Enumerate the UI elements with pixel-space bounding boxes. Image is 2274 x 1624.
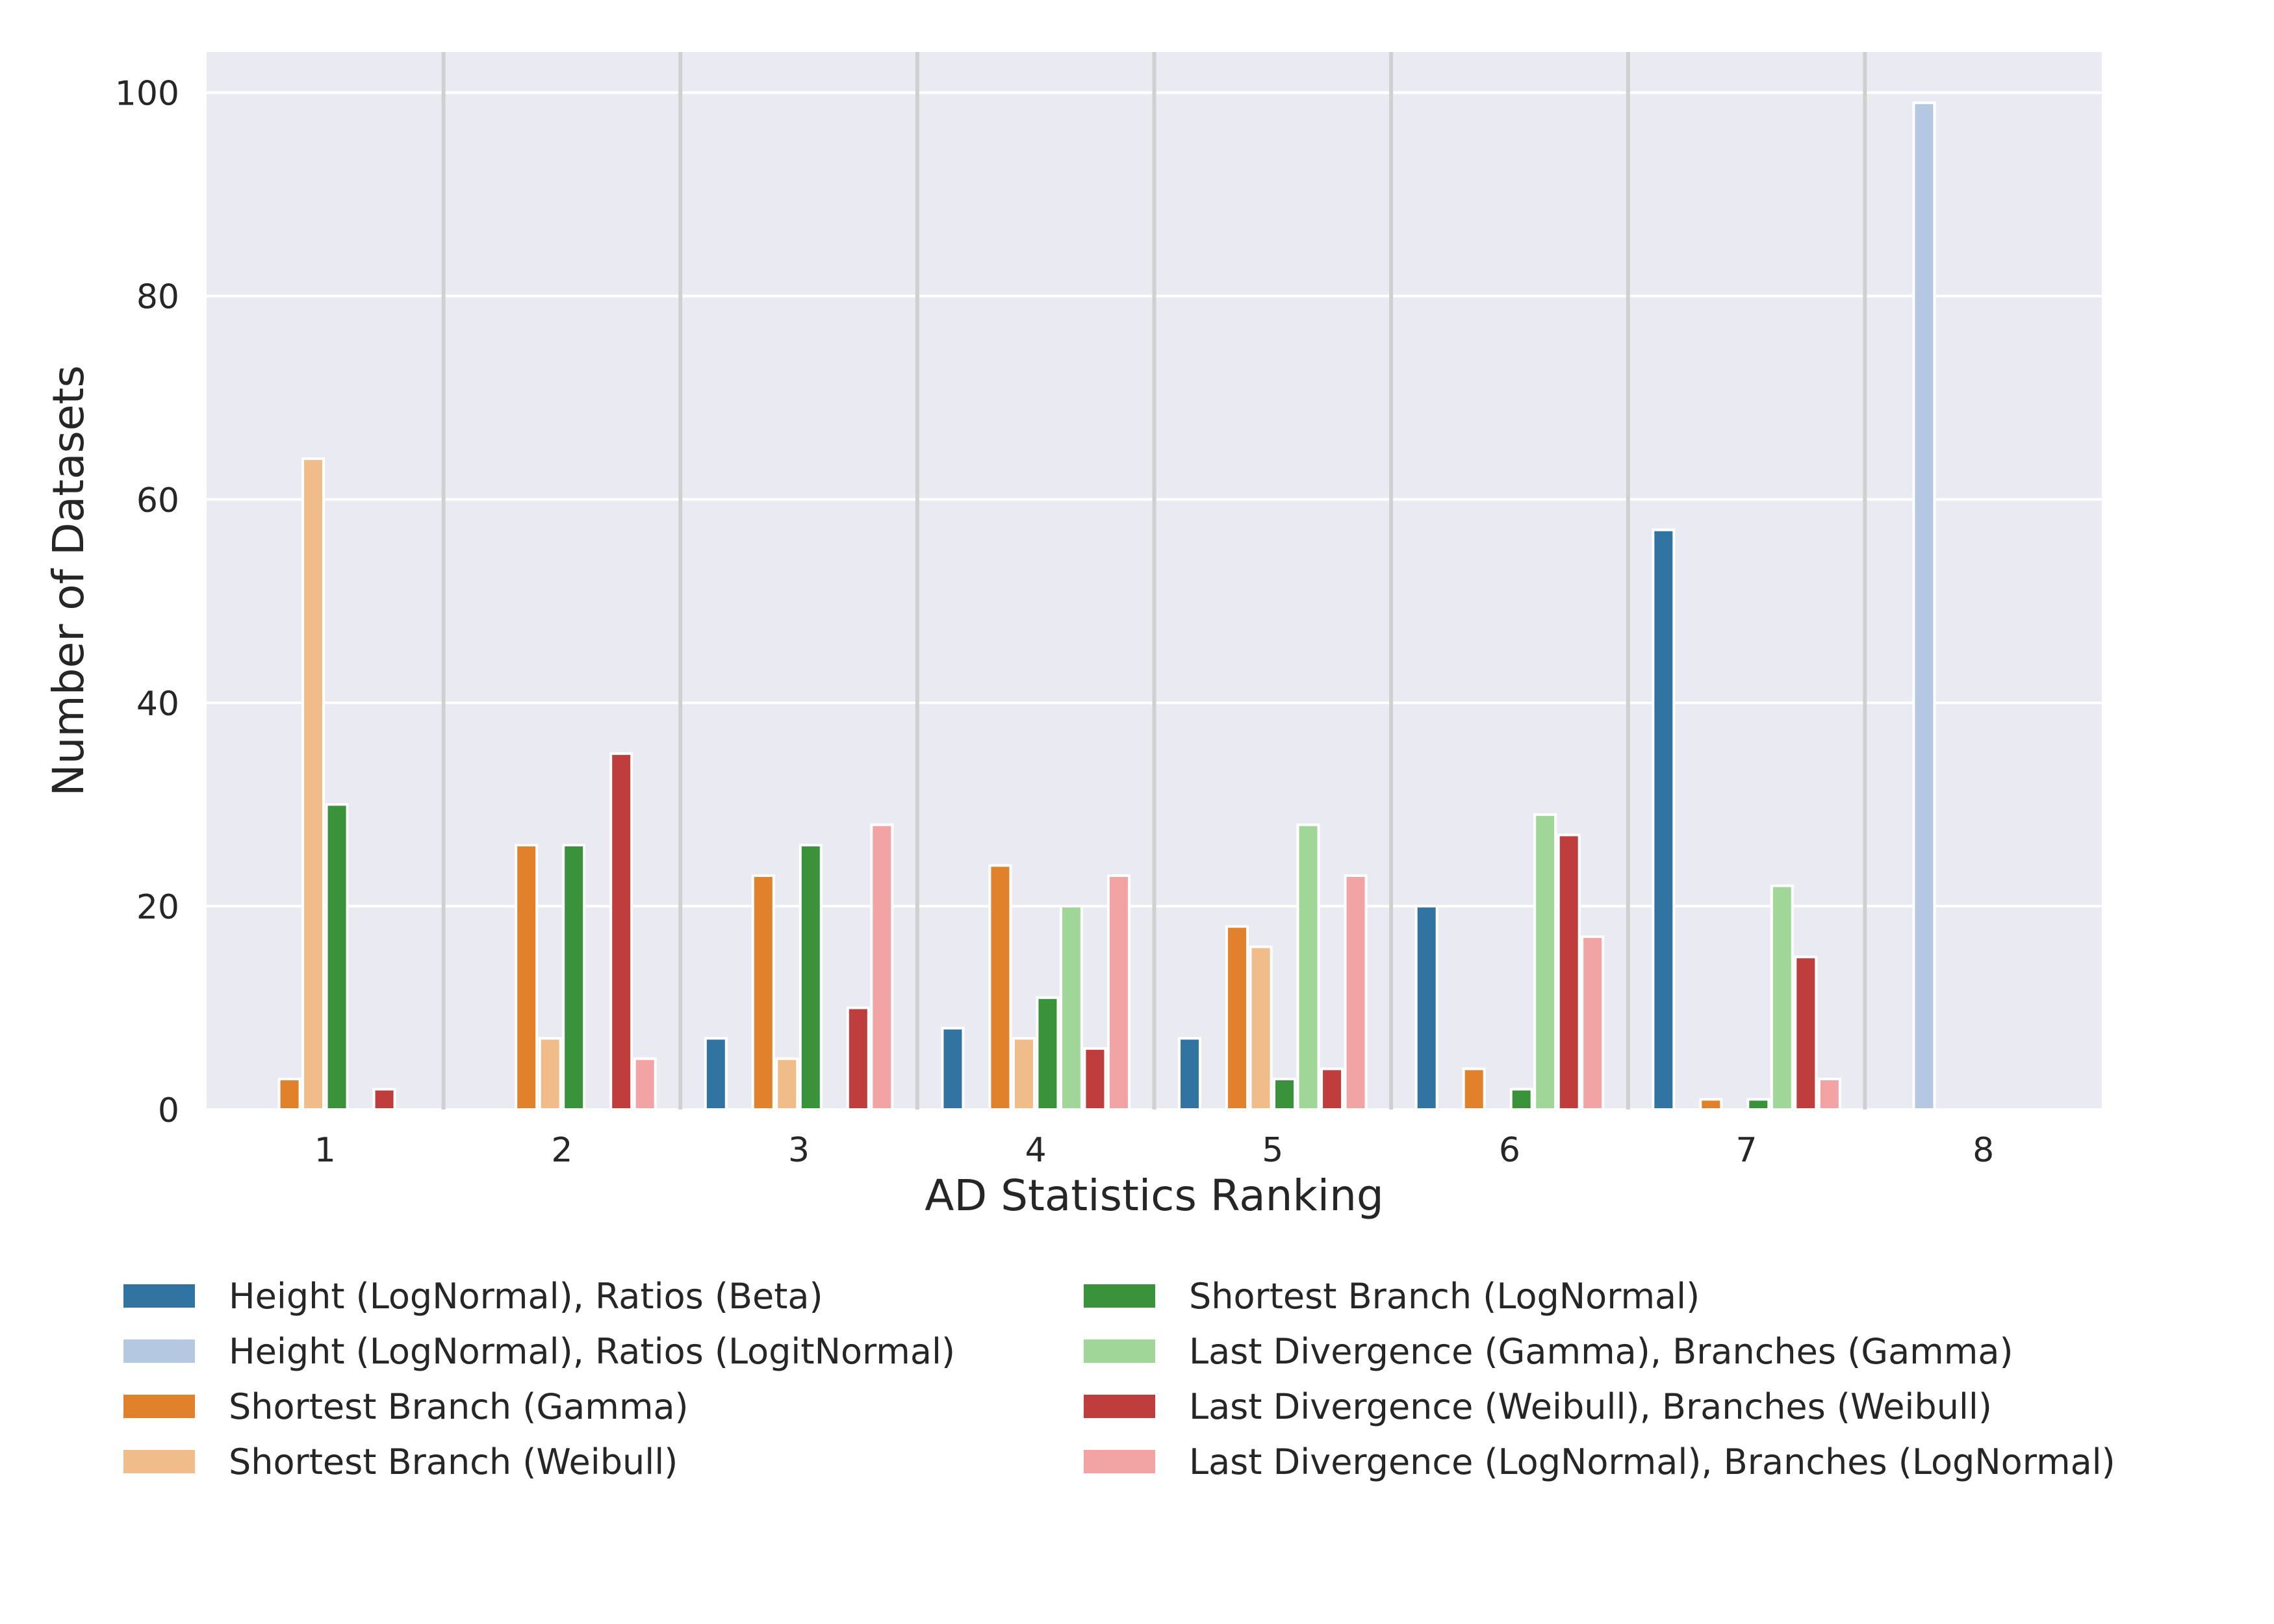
bar [1012, 1037, 1036, 1111]
legend-swatch [123, 1395, 195, 1418]
bar [1557, 833, 1581, 1111]
legend-item: Height (LogNormal), Ratios (Beta) [123, 1275, 823, 1317]
legend-swatch [1084, 1395, 1155, 1418]
legend-swatch [123, 1339, 195, 1363]
bar [704, 1037, 728, 1111]
bar [941, 1026, 965, 1111]
legend-label: Last Divergence (Gamma), Branches (Gamma… [1189, 1330, 2013, 1372]
bar [1106, 874, 1131, 1111]
y-tick-label: 60 [136, 481, 179, 520]
bar [870, 823, 894, 1111]
legend-label: Height (LogNormal), Ratios (LogitNormal) [229, 1330, 956, 1372]
bar [1699, 1098, 1723, 1111]
bar [846, 1006, 870, 1111]
legend-item: Height (LogNormal), Ratios (LogitNormal) [123, 1330, 956, 1372]
x-tick-label: 7 [1736, 1131, 1757, 1170]
legend-label: Height (LogNormal), Ratios (Beta) [229, 1275, 823, 1317]
x-tick-label: 1 [314, 1131, 336, 1170]
legend-swatch [1084, 1339, 1155, 1363]
x-tick-label: 3 [788, 1131, 810, 1170]
bar [1225, 925, 1249, 1111]
y-tick-label: 20 [136, 888, 179, 927]
x-axis-label: AD Statistics Ranking [925, 1171, 1384, 1221]
bar [1652, 528, 1676, 1111]
bar [277, 1078, 301, 1111]
bar [1414, 904, 1438, 1111]
x-tick-label: 6 [1499, 1131, 1520, 1170]
legend-label: Shortest Branch (LogNormal) [1189, 1275, 1700, 1317]
bar [798, 844, 823, 1111]
bar [562, 844, 586, 1111]
legend-label: Last Divergence (LogNormal), Branches (L… [1189, 1441, 2115, 1482]
legend-label: Shortest Branch (Gamma) [229, 1386, 689, 1427]
bar [609, 752, 633, 1111]
bar [1912, 101, 1936, 1111]
bar [1296, 823, 1320, 1111]
y-axis-label: Number of Datasets [44, 365, 94, 796]
x-tick-label: 5 [1262, 1131, 1283, 1170]
bar [1770, 884, 1794, 1111]
legend-item: Shortest Branch (Weibull) [123, 1441, 678, 1482]
legend-item: Shortest Branch (LogNormal) [1084, 1275, 1700, 1317]
y-tick-label: 100 [115, 75, 179, 114]
bar [751, 874, 775, 1111]
legend-swatch [123, 1450, 195, 1473]
y-tick-label: 40 [136, 685, 179, 724]
legend-swatch [1084, 1284, 1155, 1308]
bar [1273, 1078, 1297, 1111]
bar [538, 1037, 562, 1111]
bar [1509, 1087, 1533, 1111]
legend-item: Last Divergence (Weibull), Branches (Wei… [1084, 1386, 1992, 1427]
bar [1817, 1078, 1841, 1111]
legend-item: Shortest Branch (Gamma) [123, 1386, 689, 1427]
legend-label: Shortest Branch (Weibull) [229, 1441, 678, 1482]
x-tick-label: 2 [551, 1131, 572, 1170]
bar [515, 844, 539, 1111]
bar [1249, 945, 1273, 1111]
legend-swatch [1084, 1450, 1155, 1473]
legend-label: Last Divergence (Weibull), Branches (Wei… [1189, 1386, 1992, 1427]
bar [1059, 904, 1083, 1111]
bar [1036, 996, 1060, 1111]
bar [1320, 1067, 1344, 1111]
y-tick-label: 0 [158, 1091, 179, 1130]
legend-item: Last Divergence (Gamma), Branches (Gamma… [1084, 1330, 2013, 1372]
bar [301, 457, 326, 1111]
legend-item: Last Divergence (LogNormal), Branches (L… [1084, 1441, 2115, 1482]
bar [372, 1087, 396, 1111]
bar [325, 803, 349, 1111]
x-tick-label: 8 [1973, 1131, 1994, 1170]
bar [1344, 874, 1368, 1111]
bar [1794, 956, 1818, 1111]
bar [1581, 935, 1605, 1111]
y-tick-label: 80 [136, 278, 179, 317]
legend-swatch [123, 1284, 195, 1308]
bar [1746, 1098, 1770, 1111]
bar [1533, 813, 1557, 1111]
bar [1178, 1037, 1202, 1111]
x-tick-label: 4 [1025, 1131, 1047, 1170]
bar [1083, 1047, 1107, 1111]
bar [633, 1057, 657, 1111]
bar [988, 864, 1012, 1111]
bar [775, 1057, 799, 1111]
bar [1462, 1067, 1486, 1111]
